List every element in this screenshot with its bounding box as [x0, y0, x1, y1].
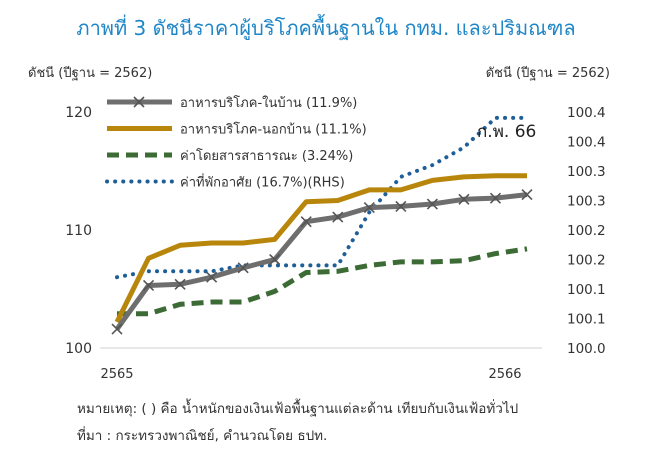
legend-marker — [133, 96, 145, 108]
y-tick-right: 100.2 — [567, 253, 606, 269]
annotation-label: ก.พ. 66 — [477, 122, 536, 142]
legend-label: อาหารบริโภค-นอกบ้าน (11.1%) — [180, 122, 367, 138]
marker-stroke — [521, 189, 533, 201]
data-marker — [111, 323, 123, 335]
marker-stroke — [237, 262, 249, 274]
marker-stroke — [489, 192, 502, 204]
y-axis-label-left: ดัชนี (ปีฐาน = 2562) — [28, 66, 153, 81]
y-tick-right: 100.0 — [567, 341, 606, 357]
data-marker — [300, 216, 312, 228]
marker-stroke — [363, 202, 375, 214]
legend: อาหารบริโภค-ในบ้าน (11.9%) อาหารบริโภค-นอ… — [105, 95, 367, 191]
footnote-remark: หมายเหตุ: ( ) คือ น้ำหนักของเงินเฟ้อพื้น… — [77, 401, 519, 417]
data-marker — [458, 193, 470, 205]
data-marker — [206, 271, 218, 283]
data-marker — [395, 200, 407, 212]
marker-stroke — [111, 323, 123, 335]
axes: 100 110 120 100.0 100.1 100.1 100.2 100.2 100.3 1… — [65, 105, 605, 382]
marker-stroke — [206, 271, 218, 283]
series-line-1 — [114, 173, 527, 324]
marker-stroke — [174, 278, 186, 290]
y-tick-left: 110 — [65, 223, 92, 239]
marker-stroke — [426, 198, 438, 210]
series-line-2 — [117, 246, 528, 317]
y-tick-right: 100.4 — [567, 135, 606, 151]
y-tick-right: 100.3 — [567, 194, 606, 210]
data-marker — [363, 202, 375, 214]
data-marker — [426, 198, 438, 210]
marker-stroke — [395, 200, 407, 212]
data-marker — [237, 262, 249, 274]
marker-stroke — [332, 211, 344, 223]
data-marker — [489, 192, 502, 204]
marker-stroke — [458, 193, 470, 205]
y-tick-right: 100.3 — [567, 164, 606, 180]
y-tick-right: 100.1 — [567, 282, 606, 298]
marker-stroke — [142, 279, 155, 292]
annotations: ก.พ. 66 — [477, 122, 536, 142]
marker-stroke — [269, 253, 281, 266]
y-tick-right: 100.2 — [567, 223, 606, 239]
x-tick-label: 2565 — [100, 367, 133, 382]
data-marker — [332, 211, 344, 223]
legend-label: ค่าที่พักอาศัย (16.7%)(RHS) — [180, 174, 345, 191]
series-lines — [111, 115, 533, 335]
data-marker — [174, 278, 186, 290]
legend-label: อาหารบริโภค-ในบ้าน (11.9%) — [180, 95, 357, 111]
data-marker — [142, 279, 155, 292]
marker-stroke — [300, 216, 312, 228]
data-marker — [269, 253, 281, 266]
footnote-source: ที่มา : กระทรวงพาณิชย์, คำนวณโดย ธปท. — [77, 428, 328, 444]
series-line-0 — [114, 192, 528, 331]
chart-title: ภาพที่ 3 ดัชนีราคาผู้บริโภคพื้นฐานใน กทม… — [76, 16, 576, 40]
x-tick-label: 2566 — [488, 367, 521, 382]
y-tick-right: 100.1 — [567, 312, 606, 328]
y-axis-label-right: ดัชนี (ปีฐาน = 2562) — [485, 66, 610, 81]
y-tick-left: 120 — [65, 105, 92, 121]
y-tick-left: 100 — [65, 341, 92, 357]
y-tick-right: 100.4 — [567, 105, 606, 121]
data-marker — [521, 189, 533, 201]
legend-label: ค่าโดยสารสาธารณะ (3.24%) — [180, 148, 353, 164]
